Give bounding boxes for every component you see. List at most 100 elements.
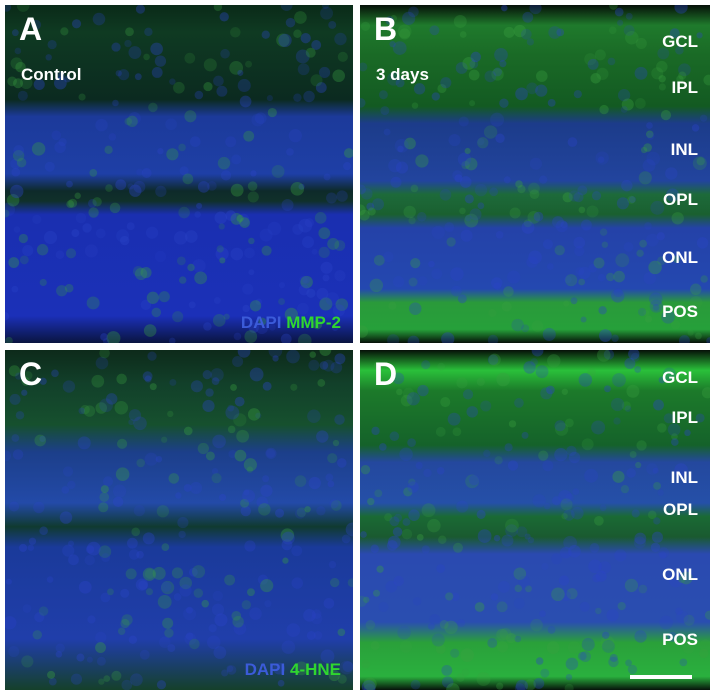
texture-dot [530,358,538,366]
texture-dot [573,192,584,203]
texture-dot [483,125,498,139]
texture-dot [95,228,106,239]
texture-dot [591,191,602,201]
texture-dot [540,668,550,678]
texture-dot [233,413,247,427]
texture-dot [658,75,666,83]
texture-dot [328,670,340,682]
texture-dot [408,478,416,486]
texture-dot [311,609,322,620]
texture-dot [232,355,244,368]
texture-dot [513,567,527,581]
texture-dot [380,106,390,116]
texture-dot [675,607,683,615]
texture-dot [598,306,607,315]
texture-dot [320,6,334,20]
texture-dot [491,68,504,81]
texture-dot [561,512,568,520]
texture-dot [408,217,416,225]
texture-dot [332,439,340,447]
texture-dot [130,673,143,687]
texture-dot [78,93,86,101]
texture-dot [202,399,215,413]
texture-dot [22,244,34,257]
texture-dot [197,181,210,193]
texture-dot [176,256,186,266]
texture-dot [197,442,209,455]
texture-dot [667,423,681,436]
texture-dot [457,619,466,627]
texture-dot [47,670,56,679]
texture-dot [421,503,436,518]
texture-dot [303,609,316,622]
texture-dot [316,506,326,516]
texture-dot [614,7,624,17]
texture-dot [599,504,607,512]
stain: DAPI [240,313,282,332]
texture-dot [602,631,610,639]
texture-dot [539,175,548,184]
texture-dot [493,534,501,542]
texture-dot [126,115,138,127]
texture-dot [242,489,256,503]
texture-dot [124,117,133,126]
texture-dot [429,613,441,625]
texture-dot [575,266,585,276]
texture-dot [410,679,421,690]
texture-dot [367,497,375,506]
texture-dot [179,166,189,176]
texture-dot [528,250,542,265]
texture-dot [674,5,688,14]
texture-dot [95,118,108,132]
texture-dot [431,225,445,239]
texture-dot [335,298,349,311]
texture-dot [288,129,302,143]
texture-dot [539,610,546,617]
texture-dot [564,683,574,690]
texture-dot [489,187,499,197]
panel-letter: A [19,11,43,47]
condition-label: Control [21,65,82,84]
texture-dot [230,212,243,225]
texture-dot [511,318,524,332]
texture-dot [330,361,343,374]
texture-dot [625,30,639,45]
texture-dot [237,78,251,92]
texture-dot [266,95,273,102]
texture-dot [648,260,662,275]
texture-dot [19,543,28,552]
texture-dot [379,443,387,451]
texture-dot [214,211,228,225]
texture-dot [451,592,460,601]
texture-dot [75,212,87,224]
texture-dot [141,167,152,178]
texture-dot [542,239,554,250]
texture-dot [612,373,626,387]
texture-dot [563,535,577,550]
texture-dot [644,315,653,323]
texture-dot [496,601,508,613]
texture-dot [258,503,271,516]
texture-dot [611,334,619,342]
texture-dot [5,202,16,217]
texture-dot [102,476,113,487]
texture-dot [281,531,295,545]
texture-dot [517,184,526,194]
layer-label: OPL [663,190,698,209]
texture-dot [316,287,329,300]
texture-dot [306,288,316,298]
texture-dot [599,228,608,236]
texture-dot [634,366,642,373]
stain: 4-HNE [289,660,341,679]
texture-dot [597,156,605,163]
texture-dot [468,69,480,81]
texture-dot [330,577,340,588]
texture-dot [334,270,346,282]
texture-dot [281,198,294,211]
texture-dot [18,233,28,244]
texture-dot [104,145,113,155]
texture-dot [614,549,627,562]
texture-dot [15,372,23,380]
layer-label: IPL [671,408,698,427]
texture-dot [143,53,150,61]
